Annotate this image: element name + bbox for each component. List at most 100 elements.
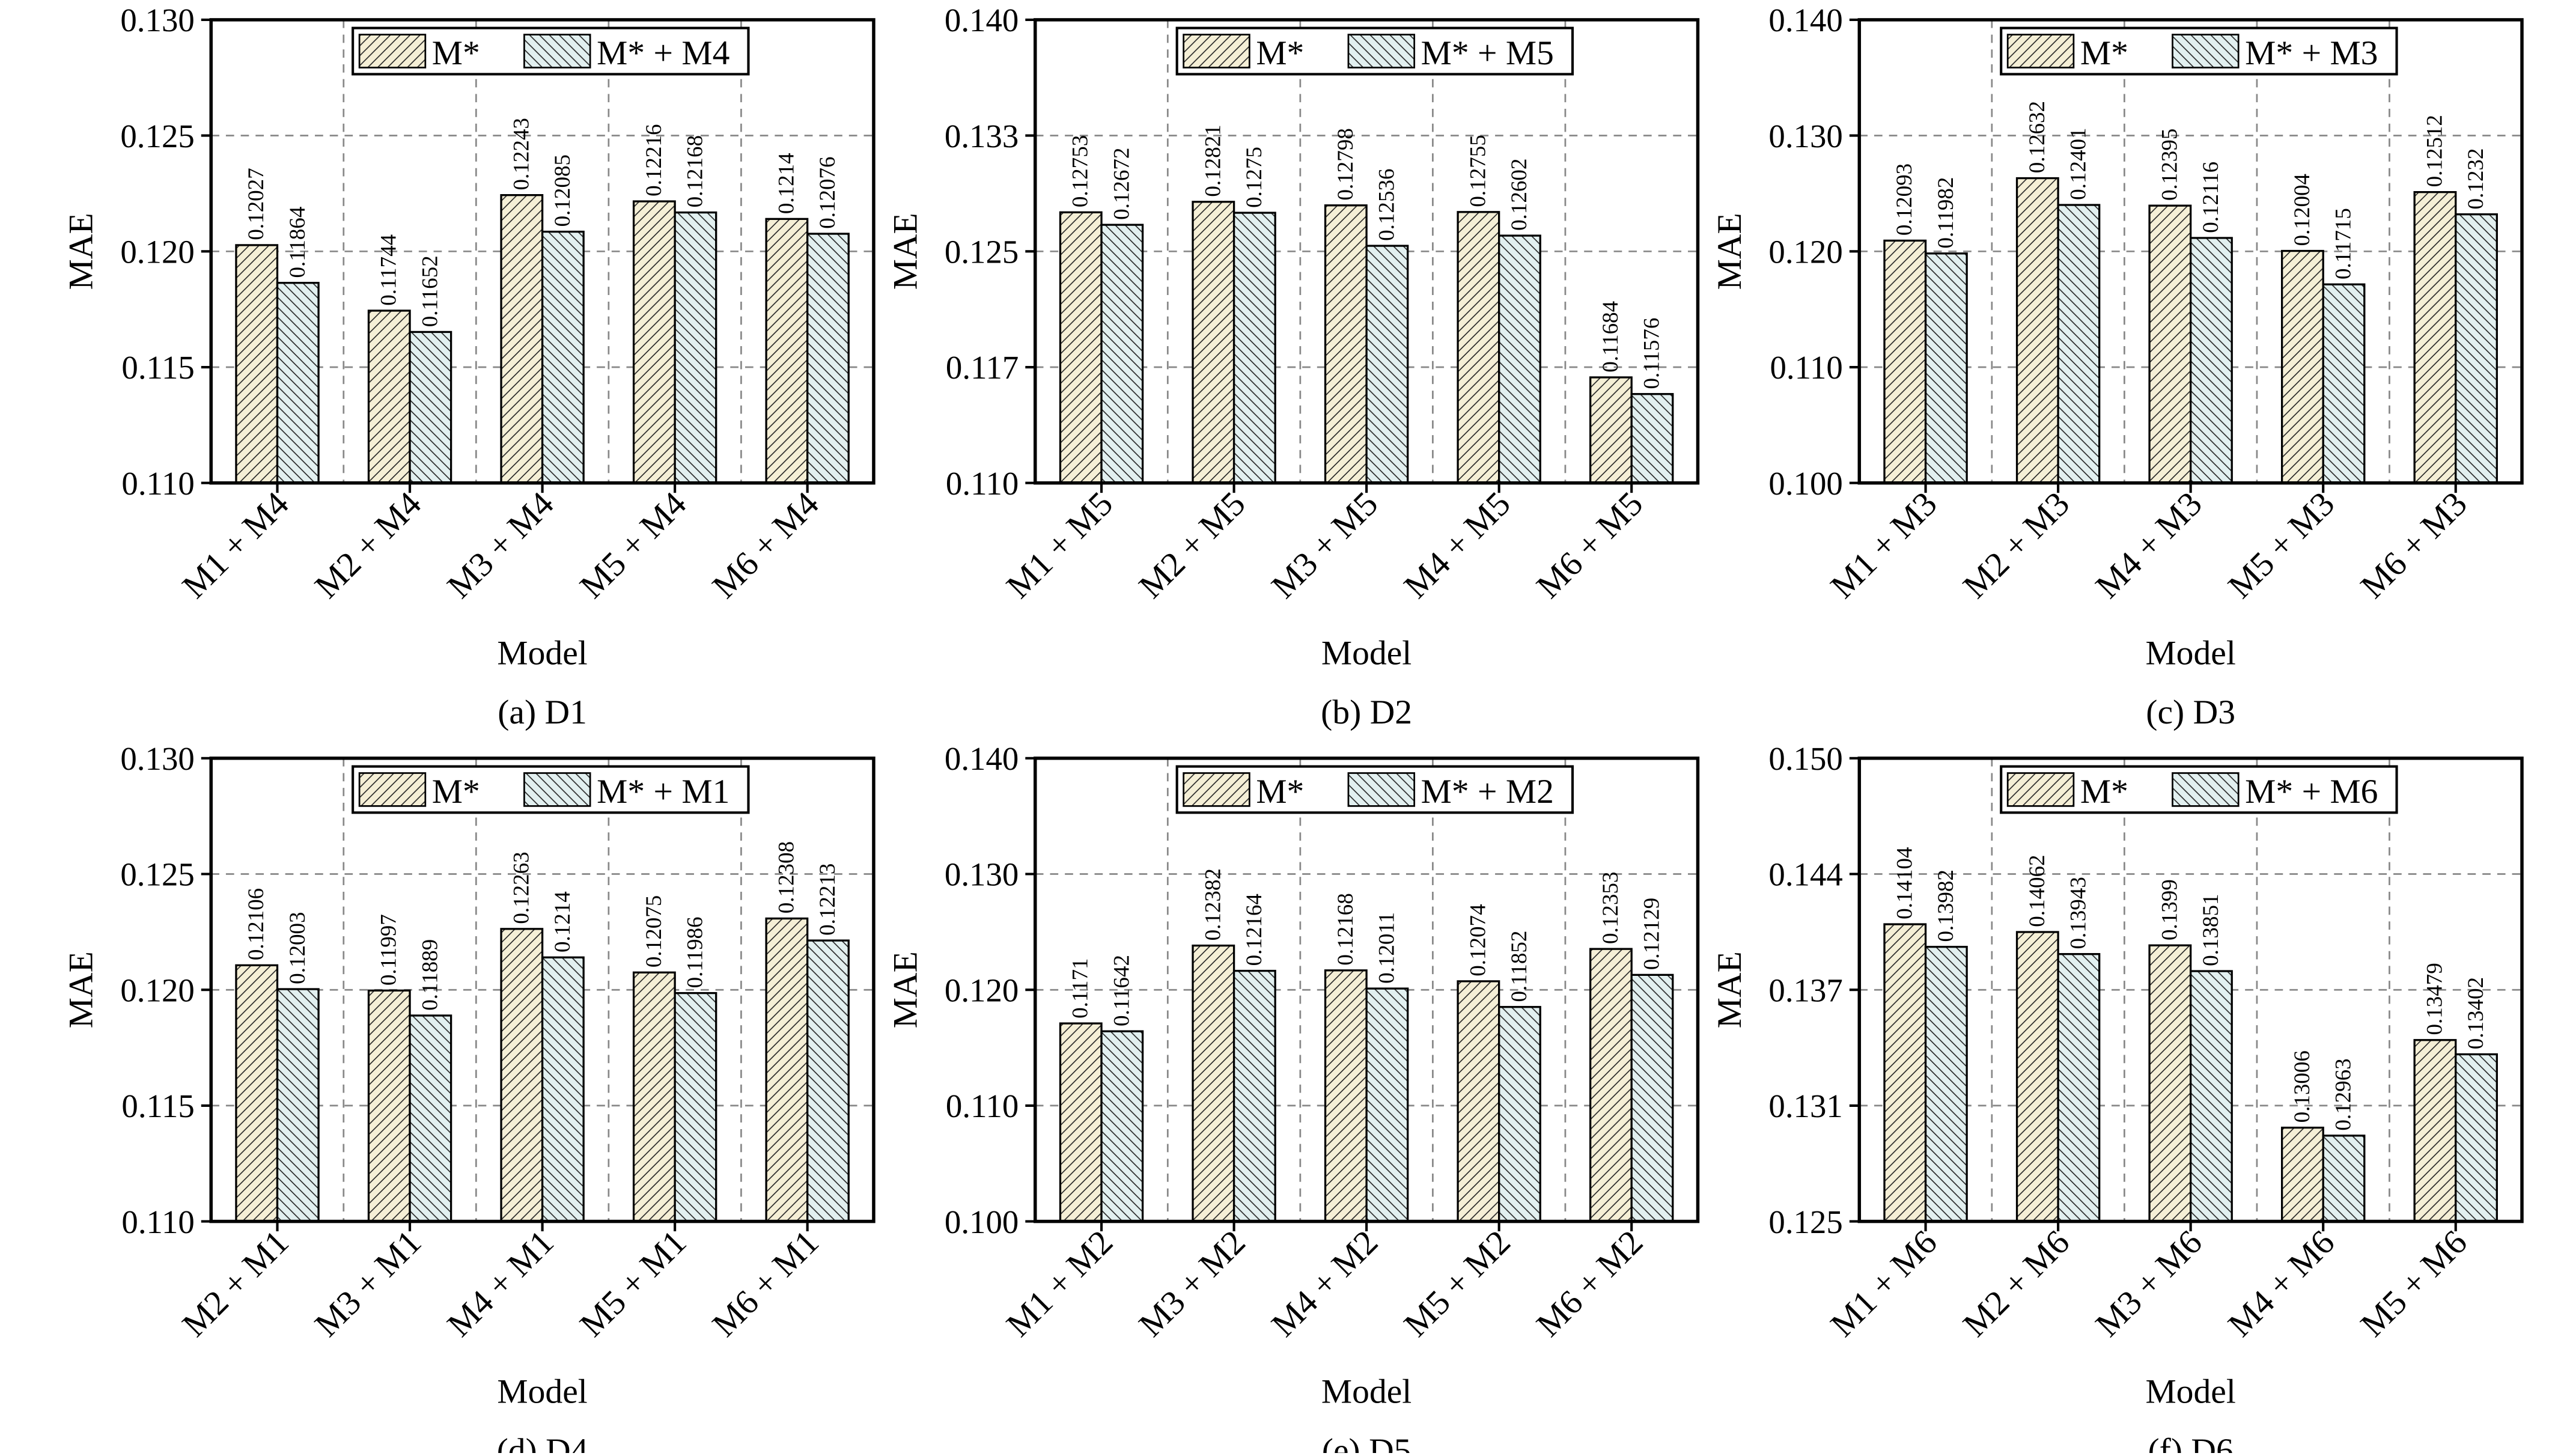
data-label: 0.12164 [1242,894,1267,966]
chart-3: 0.100 0.110 0.120 0.130 0.140 0.12093 0.11982 M… [1711,2,2524,731]
data-label: 0.12798 [1333,128,1358,200]
bar-combined [2322,1135,2366,1223]
chart-caption: (b) D2 [1321,693,1412,731]
bar-combined [1100,224,1144,484]
data-label: 0.11684 [1598,301,1623,373]
x-axis-label: Model [1321,1372,1411,1410]
legend-swatch-combined [1347,772,1416,807]
x-axis-label: Model [2145,1372,2235,1410]
bar-combined [1232,969,1276,1223]
data-label: 0.12085 [550,154,575,227]
x-tick-label: M5 + M2 [1397,1223,1518,1344]
bar-base [2413,1039,2457,1223]
chart-4: 0.110 0.115 0.120 0.125 0.130 0.12106 0.12003 M… [62,740,876,1456]
bar-combined [806,233,850,484]
bar-base [632,971,676,1223]
data-label: 0.1214 [550,891,575,952]
data-label: 0.1171 [1068,958,1093,1018]
y-tick-label: 0.120 [945,972,1019,1008]
bar-combined [1232,212,1276,484]
data-label: 0.12129 [1639,898,1664,970]
y-tick-label: 0.100 [945,1204,1019,1240]
y-tick-label: 0.137 [1768,972,1842,1008]
bar-base [1324,969,1368,1223]
y-tick-label: 0.110 [121,1204,194,1240]
plot-frame [209,757,876,1223]
data-label: 0.13982 [1934,870,1958,942]
data-label: 0.12074 [1466,904,1490,976]
y-tick-label: 0.144 [1768,856,1842,893]
data-label: 0.12536 [1374,169,1399,241]
bar-base [367,309,411,484]
y-tick-label: 0.125 [120,118,194,154]
bar-combined [1365,987,1409,1223]
data-label: 0.13479 [2422,963,2447,1035]
bar-base [765,917,809,1223]
bar-combined [409,1014,452,1223]
bar-base [2148,944,2192,1223]
chart-caption: (f) D6 [2148,1432,2233,1453]
bar-combined [409,330,452,484]
y-axis-label: MAE [62,213,100,290]
x-tick-label: M5 + M6 [2354,1223,2474,1344]
y-axis-label: MAE [886,213,924,290]
x-tick-label: M4 + M2 [1264,1223,1385,1344]
plot-frame [1034,18,1700,485]
legend-swatch-combined [2172,34,2240,69]
data-label: 0.11642 [1109,955,1134,1026]
bar-combined [1630,973,1674,1223]
x-tick-label: M3 + M4 [440,485,561,606]
legend-label: M* [2080,34,2128,72]
x-tick-label: M5 + M1 [573,1223,693,1344]
data-label: 0.11744 [377,234,401,306]
data-label: 0.12753 [1068,135,1093,207]
legend-swatch-base [1183,772,1250,807]
bar-combined [1924,946,1968,1223]
legend-swatch-base [1183,34,1250,69]
bar-base [1192,201,1235,484]
x-tick-label: M2 + M6 [1956,1223,2077,1344]
bar-base [1883,239,1927,484]
x-tick-label: M6 + M4 [705,485,826,606]
x-tick-label: M1 + M5 [999,485,1120,606]
bar-base [2015,931,2059,1223]
data-label: 0.12075 [642,895,666,967]
legend: M* M* + M5 [1175,26,1574,76]
y-axis-label: MAE [886,951,924,1028]
bar-combined [2057,953,2101,1223]
data-label: 0.12243 [509,118,534,190]
bar-base [500,928,544,1223]
data-label: 0.12395 [2157,129,2182,201]
data-label: 0.12027 [244,168,269,240]
bar-base [235,244,279,484]
data-label: 0.12308 [774,841,799,913]
x-tick-label: M2 + M5 [1132,485,1253,606]
bar-combined [276,282,320,484]
bar-combined [2190,970,2233,1223]
y-tick-label: 0.115 [121,1088,194,1124]
plot-frame [209,18,876,485]
y-tick-label: 0.120 [120,972,194,1008]
bar-combined [2455,213,2498,484]
x-tick-label: M4 + M1 [440,1223,561,1344]
x-tick-label: M2 + M4 [308,485,428,606]
data-label: 0.12116 [2199,162,2223,233]
data-label: 0.12011 [1374,912,1399,984]
x-tick-label: M1 + M2 [999,1223,1120,1344]
plot-frame [1857,757,2524,1223]
legend: M* M* + M2 [1175,765,1574,814]
data-label: 0.12512 [2422,115,2447,187]
bar-combined [2190,237,2233,484]
data-label: 0.12168 [1333,893,1358,965]
data-label: 0.12004 [2290,174,2315,246]
y-tick-label: 0.115 [121,349,194,386]
legend: M* M* + M1 [352,765,750,814]
y-tick-label: 0.120 [1768,234,1842,270]
legend-swatch-base [2006,772,2075,807]
bar-base [1324,204,1368,484]
bar-combined [276,988,320,1223]
data-label: 0.11864 [285,207,310,278]
data-label: 0.12401 [2066,128,2091,200]
y-tick-label: 0.125 [945,234,1019,270]
y-tick-label: 0.140 [945,740,1019,777]
